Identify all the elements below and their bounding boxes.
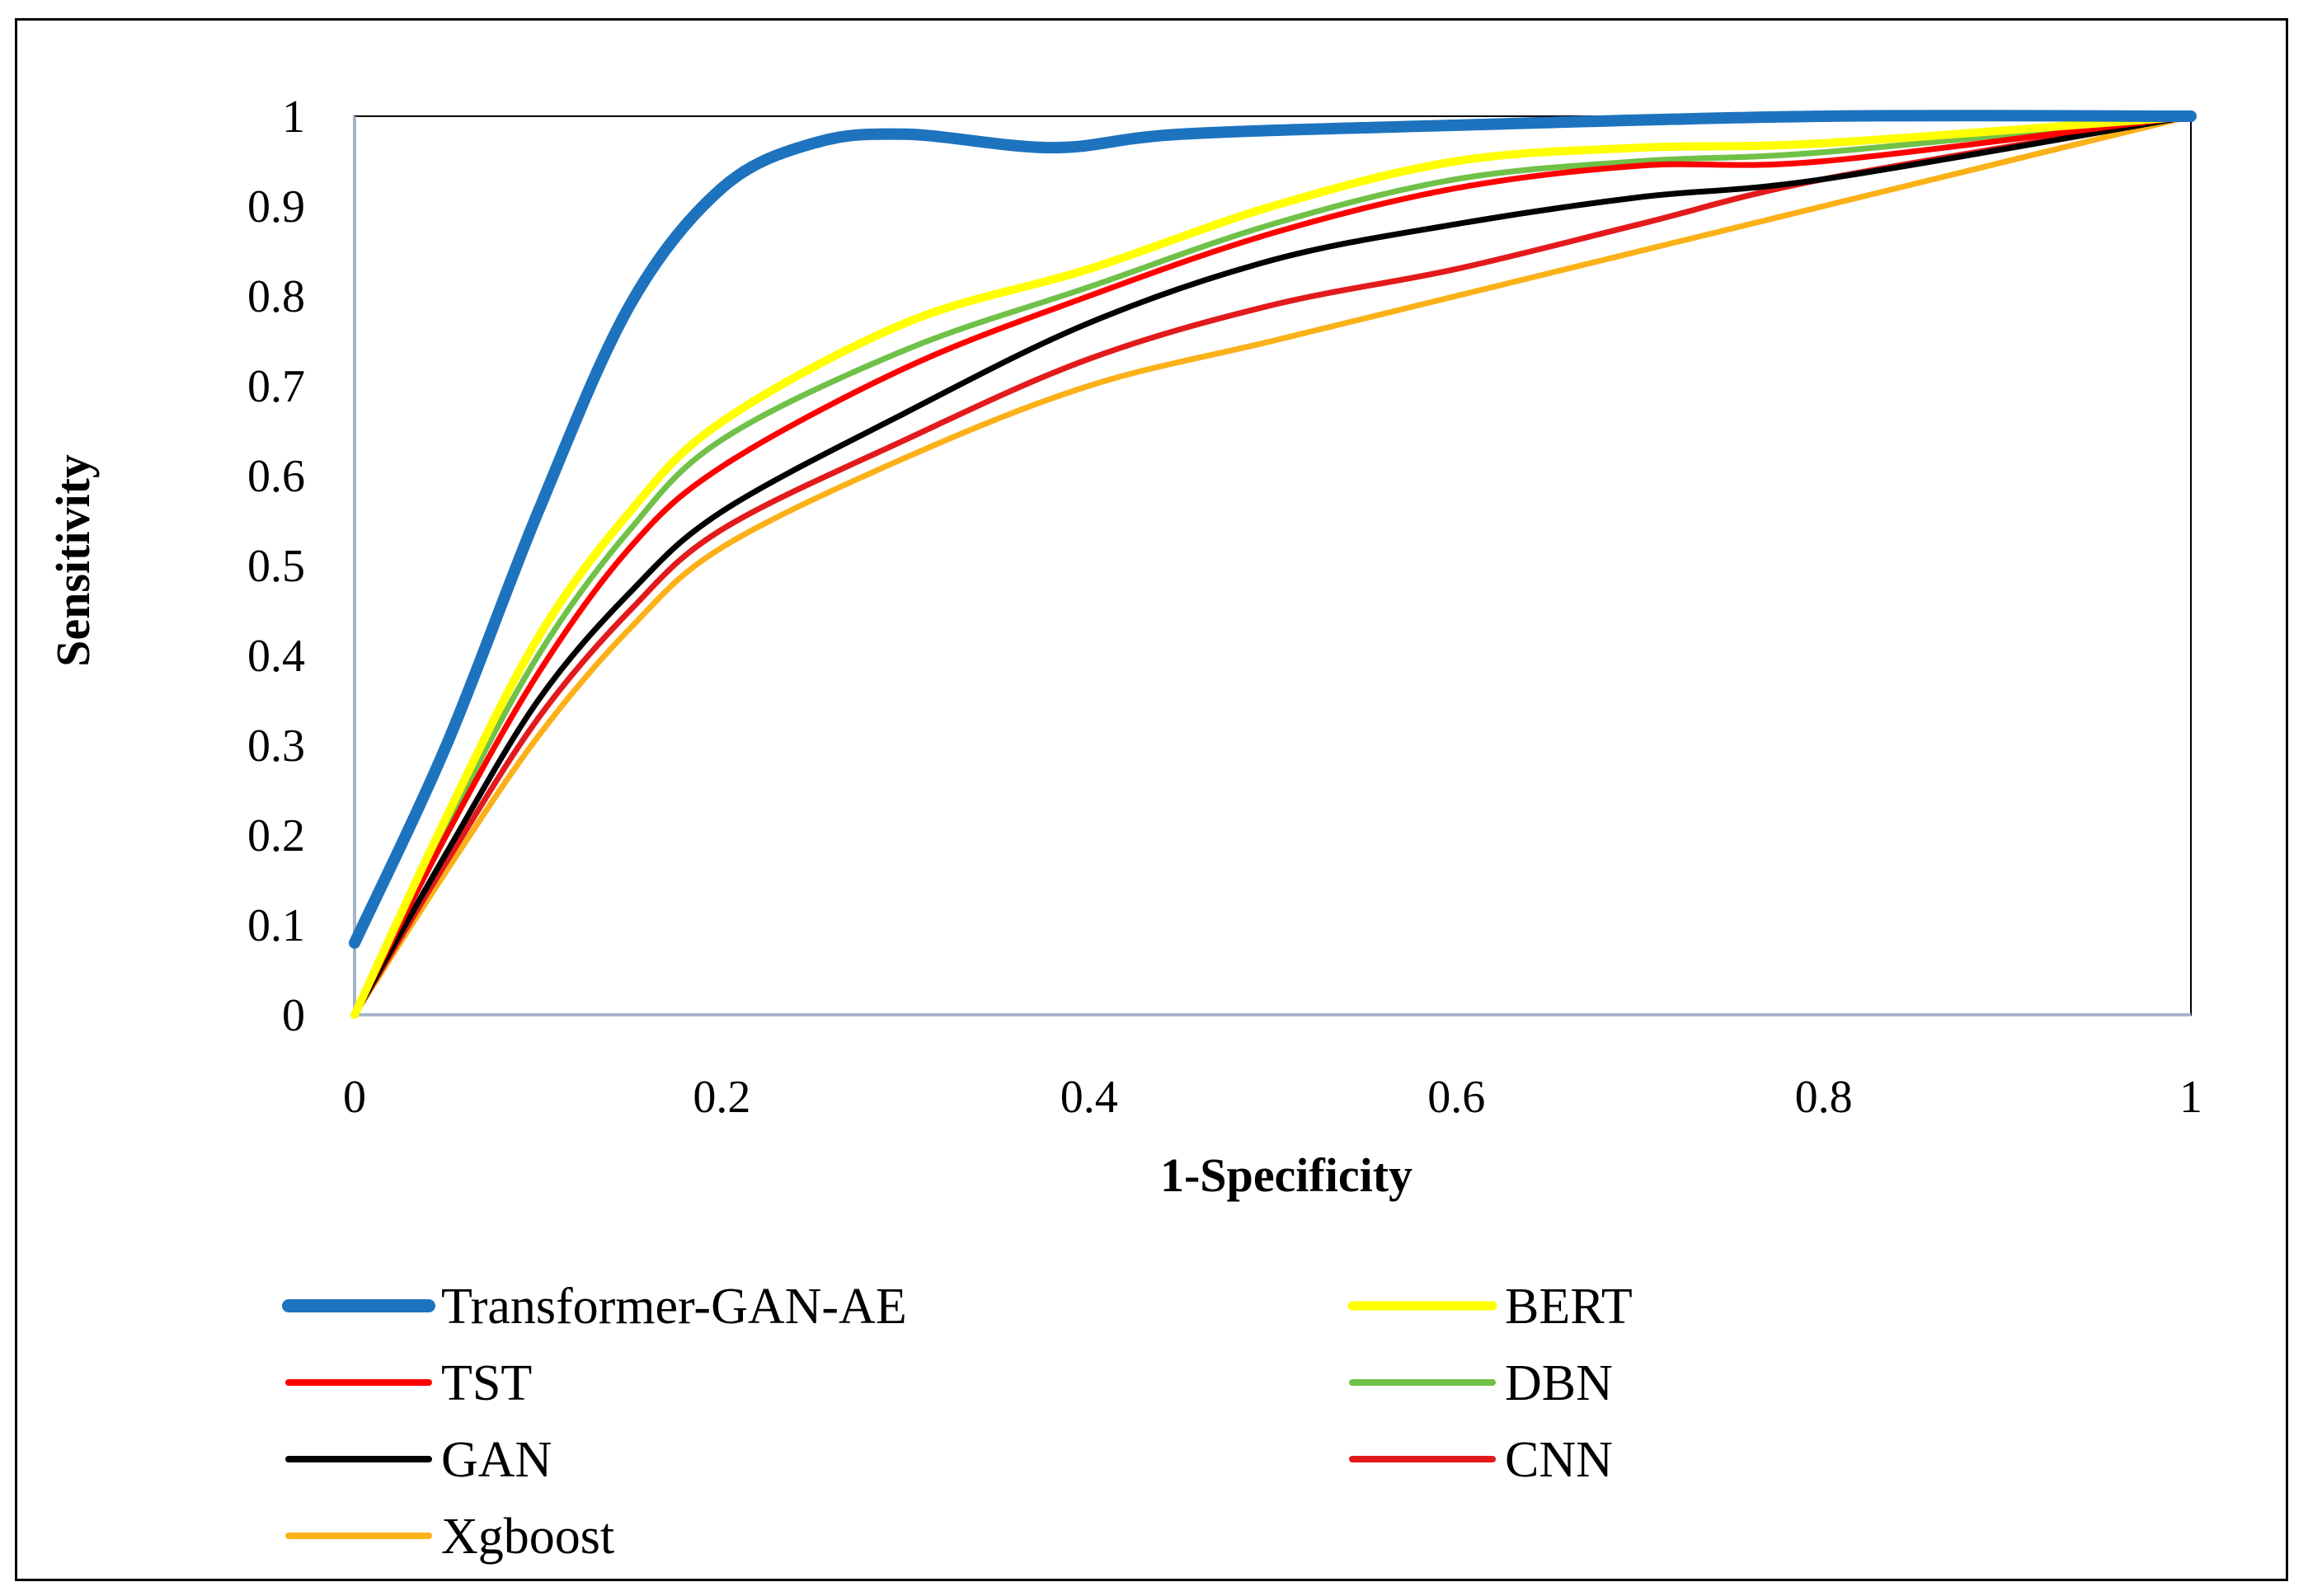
y-tick-label: 0.6 — [247, 451, 305, 502]
x-axis-ticks: 0 0.2 0.4 0.6 0.8 1 — [343, 1072, 2202, 1123]
y-tick-label: 1 — [282, 92, 305, 143]
y-tick-label: 0.8 — [247, 271, 305, 322]
series-line-transformer-gan-ae — [349, 110, 2197, 949]
legend-label-bert: BERT — [1505, 1279, 1633, 1335]
plot-area — [353, 115, 2192, 1016]
x-axis-title: 1-Specificity — [1160, 1148, 1413, 1202]
legend-label-transformer-gan-ae: Transformer-GAN-AE — [441, 1279, 907, 1335]
series-line-xgboost — [351, 113, 2194, 1018]
series-line-tst — [351, 113, 2194, 1018]
legend-label-xgboost: Xgboost — [441, 1509, 614, 1565]
x-tick-label: 0.6 — [1427, 1072, 1485, 1123]
series-line-cnn — [351, 113, 2194, 1018]
x-tick-label: 0.2 — [693, 1072, 750, 1123]
x-tick-label: 0 — [343, 1072, 366, 1123]
y-tick-label: 0.9 — [247, 181, 305, 232]
y-axis-title: Sensitivity — [46, 454, 100, 667]
y-tick-label: 0.2 — [247, 810, 305, 861]
series-line-dbn — [351, 113, 2194, 1018]
series-lines — [349, 110, 2197, 1019]
series-line-bert — [350, 112, 2195, 1019]
x-tick-label: 0.8 — [1795, 1072, 1853, 1123]
y-tick-label: 0.3 — [247, 721, 305, 772]
y-axis-ticks: 0 0.1 0.2 0.3 0.4 0.5 0.6 0.7 0.8 0.9 1 — [247, 92, 305, 1041]
legend-label-tst: TST — [441, 1355, 532, 1411]
y-tick-label: 0.7 — [247, 361, 305, 412]
y-tick-label: 0.1 — [247, 900, 305, 951]
legend-label-dbn: DBN — [1505, 1355, 1613, 1411]
y-tick-label: 0 — [282, 990, 305, 1041]
series-line-gan — [351, 113, 2194, 1018]
plot-border — [354, 115, 2192, 1016]
y-tick-label: 0.4 — [247, 631, 305, 682]
x-tick-label: 0.4 — [1060, 1072, 1118, 1123]
legend-label-gan: GAN — [441, 1432, 552, 1488]
x-tick-label: 1 — [2179, 1072, 2202, 1123]
y-tick-label: 0.5 — [247, 541, 305, 592]
legend: Transformer-GAN-AE BERT TST DBN GAN CNN Xgboos… — [282, 1279, 1633, 1565]
legend-label-cnn: CNN — [1505, 1432, 1613, 1488]
chart-frame — [15, 18, 2288, 1581]
